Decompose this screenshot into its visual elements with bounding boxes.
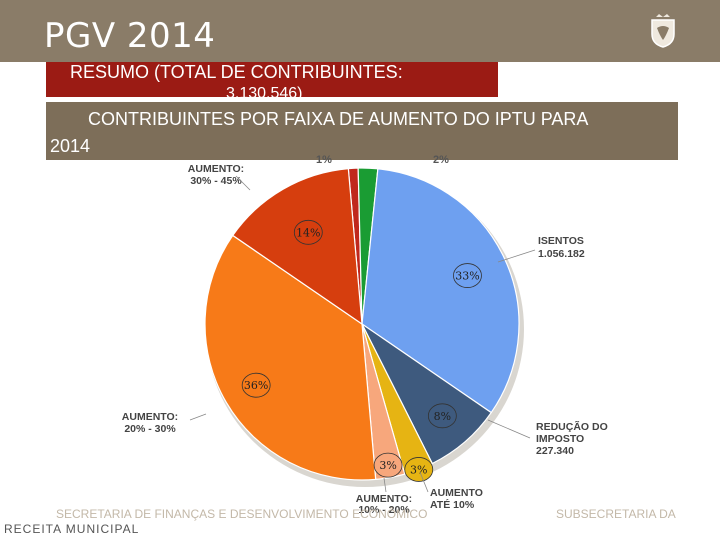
section-heading-line-2: 2014 xyxy=(50,136,91,156)
pct-bubble-6 xyxy=(241,372,271,398)
pct-bubble-5 xyxy=(373,452,403,478)
pct-bubble-2 xyxy=(453,263,482,288)
pie-slice-6 xyxy=(204,234,377,481)
callout-a2030: AUMENTO: 20% - 30% xyxy=(122,411,178,435)
callout-reducao: REDUÇÃO DO IMPOSTO 227.340 xyxy=(536,420,608,457)
callout-a1020: AUMENTO: 10% - 20% xyxy=(356,493,412,516)
callout-a3045: AUMENTO: 30% - 45% xyxy=(188,163,244,187)
page-title: PGV 2014 xyxy=(44,16,216,56)
pct-label-7: 14% xyxy=(296,226,320,239)
leader-line-2 xyxy=(419,471,429,493)
pct-bubble-7 xyxy=(293,219,323,245)
leader-line-3 xyxy=(383,477,387,493)
summary-box: RESUMO (TOTAL DE CONTRIBUINTES: 3.130.54… xyxy=(46,62,498,97)
leader-line-4 xyxy=(189,413,207,421)
pie-slice-7 xyxy=(231,167,363,326)
pie-slice-2 xyxy=(361,168,520,414)
summary-line-2: 3.130.546) xyxy=(226,85,303,97)
pct-label-6: 36% xyxy=(244,379,268,392)
pct-bubble-3 xyxy=(427,403,457,429)
pct-label-3: 8% xyxy=(434,410,451,423)
pct-label-4: 3% xyxy=(410,463,427,476)
pct-label-2: 33% xyxy=(455,270,479,283)
partial-label-left: 1% xyxy=(316,154,332,166)
pct-bubble-4 xyxy=(404,457,434,482)
section-heading-line-1: CONTRIBUINTES POR FAIXA DE AUMENTO DO IP… xyxy=(88,109,589,129)
city-crest-icon xyxy=(651,14,675,48)
footer-subsecretaria: SUBSECRETARIA DA xyxy=(556,507,676,521)
title-bar xyxy=(0,0,720,62)
summary-line-1: RESUMO (TOTAL DE CONTRIBUINTES: xyxy=(70,62,403,82)
partial-label-right: 2% xyxy=(433,154,449,166)
callout-isentos: ISENTOS 1.056.182 xyxy=(538,235,585,260)
pct-label-5: 3% xyxy=(379,459,396,472)
leader-line-5 xyxy=(235,175,251,191)
footer-secretaria: SECRETARIA DE FINANÇAS E DESENVOLVIMENTO… xyxy=(56,507,428,521)
callout-ate10: AUMENTO ATÉ 10% xyxy=(430,487,483,511)
footer-receita: RECEITA MUNICIPAL xyxy=(4,522,140,536)
leader-line-1 xyxy=(487,419,531,439)
leader-line-0 xyxy=(497,249,536,263)
section-heading: CONTRIBUINTES POR FAIXA DE AUMENTO DO IP… xyxy=(46,102,678,160)
